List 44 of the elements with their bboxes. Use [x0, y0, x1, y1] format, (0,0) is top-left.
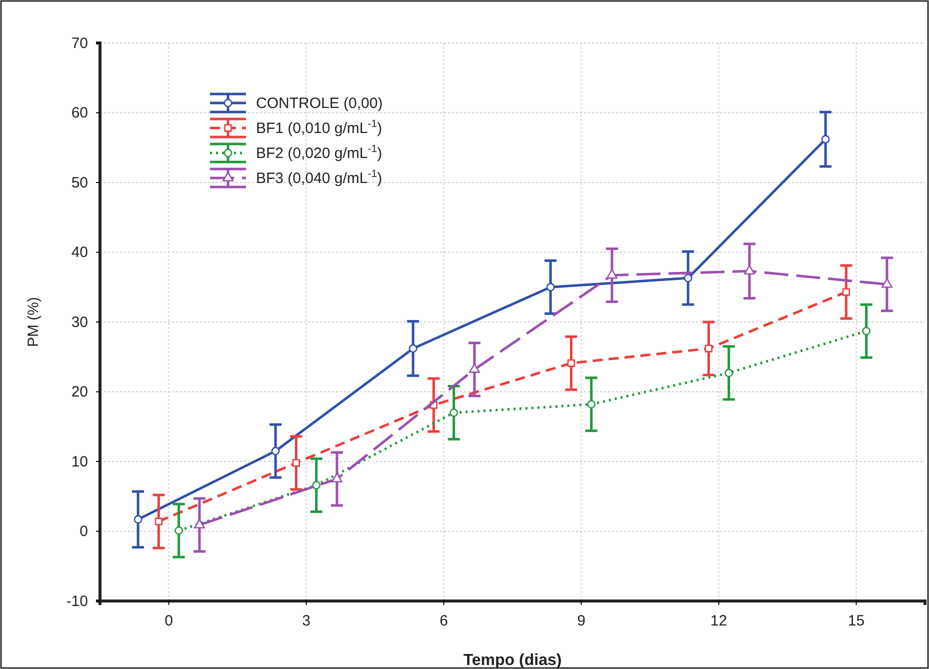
point	[194, 518, 205, 528]
point	[154, 518, 162, 526]
point	[312, 481, 321, 490]
point	[724, 368, 734, 378]
x-tick-label: 6	[440, 612, 448, 630]
y-tick-label: 60	[71, 104, 88, 122]
point	[134, 515, 142, 524]
x-tick-label: 9	[577, 612, 586, 630]
point	[606, 269, 618, 279]
legend-label: BF3 (0,040 g/mL$^{-1}$)	[256, 168, 382, 187]
point	[821, 135, 830, 144]
x-tick-label: 0	[164, 612, 173, 630]
y-tick-label: 20	[71, 384, 88, 401]
x-axis-title: Tempo (dias)	[463, 652, 562, 669]
y-tick-label: 40	[71, 244, 88, 262]
point	[174, 526, 184, 535]
y-axis-title: PM (%)	[25, 297, 42, 347]
legend-label: BF2 (0,020 g/mL$^{-1}$)	[256, 143, 382, 162]
point	[546, 282, 555, 292]
x-tick-label: 3	[302, 612, 310, 630]
point	[332, 472, 342, 482]
point	[469, 363, 480, 373]
x-tick-label: 12	[710, 612, 728, 630]
point	[567, 359, 575, 367]
y-tick-label: 0	[80, 523, 88, 540]
legend-label: BF1 (0,010 g/mL$^{-1}$)	[256, 118, 382, 137]
point	[587, 400, 596, 409]
point	[744, 264, 755, 275]
x-tick-label: 15	[848, 612, 865, 630]
y-tick-label: 50	[71, 174, 88, 192]
y-tick-label: 10	[71, 453, 88, 470]
point	[882, 278, 892, 288]
point	[271, 446, 280, 456]
point	[684, 274, 692, 282]
y-tick-label: 70	[71, 34, 88, 52]
legend-label: CONTROLE (0,00)	[256, 95, 383, 112]
y-tick-label: 30	[71, 314, 88, 331]
point	[842, 288, 850, 296]
point	[408, 344, 418, 353]
point	[862, 326, 871, 336]
point	[704, 344, 712, 352]
point	[292, 459, 300, 467]
y-tick-label: -10	[66, 592, 88, 610]
point	[450, 408, 458, 417]
